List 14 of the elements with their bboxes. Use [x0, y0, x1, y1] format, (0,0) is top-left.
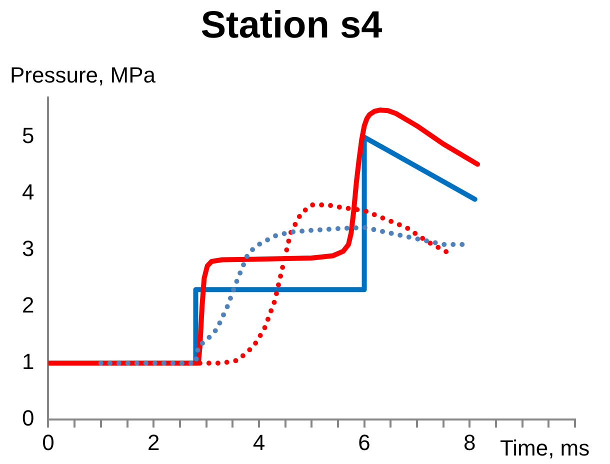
y-tick-label: 2	[22, 292, 34, 318]
y-tick-label: 0	[22, 406, 34, 431]
chart-title: Station s4	[200, 4, 382, 46]
x-tick-label: 0	[42, 430, 54, 455]
x-tick-label: 6	[358, 430, 370, 455]
y-tick-label: 5	[22, 123, 34, 148]
x-tick-label: 2	[147, 430, 160, 455]
x-axis-title: Time, ms	[500, 436, 590, 461]
y-axis-title: Pressure, MPa	[10, 62, 156, 88]
x-tick-label: 4	[252, 430, 266, 455]
y-tick-label: 1	[22, 349, 34, 374]
x-tick-label: 8	[464, 430, 476, 455]
y-tick-label: 4	[22, 180, 34, 205]
y-tick-label: 3	[22, 236, 34, 262]
